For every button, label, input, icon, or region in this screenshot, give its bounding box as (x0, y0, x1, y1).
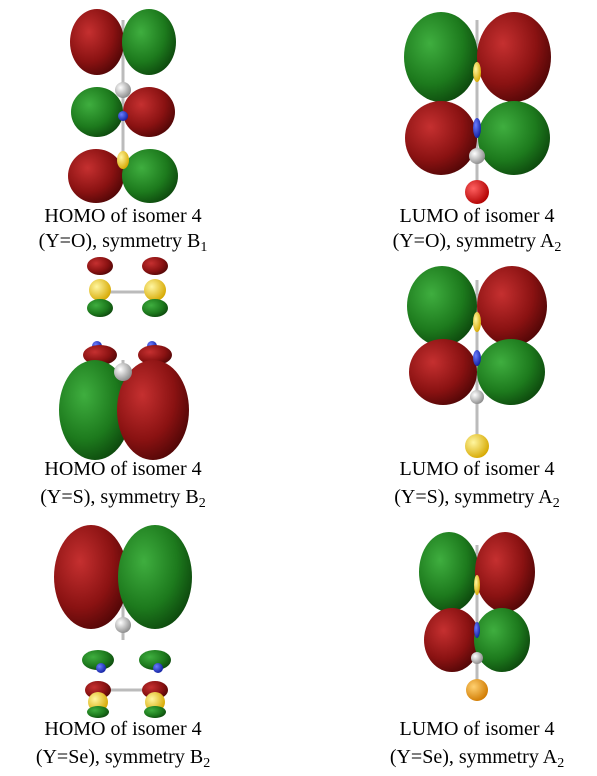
caption-subscript: 2 (554, 240, 561, 255)
caption-title: HOMO of isomer 4 (44, 718, 201, 740)
orbital-lobe (473, 118, 481, 138)
orbital-lobe (471, 652, 483, 664)
orbital-lobe (123, 87, 175, 137)
caption-subscript: 2 (553, 496, 560, 511)
orbital-lobe (142, 299, 168, 317)
caption-title: LUMO of isomer 4 (400, 718, 555, 740)
orbital-lobe (118, 525, 192, 629)
orbital-lobe (142, 257, 168, 275)
orbital-lobe (122, 9, 176, 75)
orbital-lobe (477, 339, 545, 405)
orbital-lobe (474, 622, 480, 638)
orbital-lobe (118, 111, 128, 121)
orbital-lobe (144, 706, 166, 718)
orbital-lobe (54, 525, 128, 629)
orbital-lobe (477, 266, 547, 346)
caption-detail: (Y=Se), symmetry A2 (390, 746, 564, 771)
orbital-lobe (122, 149, 178, 203)
orbital-lobe (114, 363, 132, 381)
orbital-lobe (87, 706, 109, 718)
orbital-lobe (474, 575, 480, 595)
caption-title: HOMO of isomer 4 (44, 458, 201, 480)
caption-subscript: 2 (557, 756, 564, 771)
orbital-lobe (469, 148, 485, 164)
orbital-lobe (407, 266, 477, 346)
orbital-lobe (470, 390, 484, 404)
orbital-lobe (465, 434, 489, 458)
orbital-lobe (465, 180, 489, 204)
orbital-lobe (153, 663, 163, 673)
caption-detail-text: (Y=O), symmetry B (39, 230, 201, 252)
caption-subscript: 1 (200, 240, 207, 255)
figure: HOMO of isomer 4 (Y=O), symmetry B1 LUMO o… (0, 0, 597, 776)
orbital-lobe (466, 679, 488, 701)
orbital-lobe (477, 12, 551, 102)
orbital-lobe (474, 608, 530, 672)
orbital-lobe (405, 101, 477, 175)
orbital-lobe (424, 608, 480, 672)
caption-detail: (Y=S), symmetry B2 (40, 486, 206, 511)
orbital-lobe (117, 151, 129, 169)
orbital-lobe (115, 82, 131, 98)
caption-detail-text: (Y=S), symmetry B (40, 486, 199, 508)
orbital-lobe (409, 339, 477, 405)
orbital-lobe (96, 663, 106, 673)
caption-detail: (Y=O), symmetry A2 (393, 230, 562, 255)
caption-detail: (Y=S), symmetry A2 (394, 486, 560, 511)
caption-detail-text: (Y=Se), symmetry A (390, 746, 558, 768)
caption-title: LUMO of isomer 4 (400, 458, 555, 480)
orbital-lobe (70, 9, 124, 75)
orbital-lobe (144, 279, 166, 301)
orbital-lobe (475, 532, 535, 612)
orbital-lobe (478, 101, 550, 175)
orbital-lobe (68, 149, 124, 203)
caption-title: HOMO of isomer 4 (44, 205, 201, 227)
orbital-lobe (473, 350, 481, 366)
orbital-lobe (404, 12, 478, 102)
orbital-art (54, 9, 551, 718)
caption-detail: (Y=O), symmetry B1 (39, 230, 208, 255)
orbital-lobe (473, 62, 481, 82)
orbital-lobe (87, 257, 113, 275)
orbital-lobe (419, 532, 479, 612)
caption-detail: (Y=Se), symmetry B2 (36, 746, 210, 771)
orbital-lobe (115, 617, 131, 633)
orbital-lobe (473, 312, 481, 332)
orbital-lobe (89, 279, 111, 301)
orbital-lobe (71, 87, 123, 137)
caption-detail-text: (Y=Se), symmetry B (36, 746, 203, 768)
caption-subscript: 2 (203, 756, 210, 771)
caption-subscript: 2 (199, 496, 206, 511)
caption-title: LUMO of isomer 4 (400, 205, 555, 227)
orbital-lobe (87, 299, 113, 317)
caption-detail-text: (Y=O), symmetry A (393, 230, 555, 252)
caption-detail-text: (Y=S), symmetry A (394, 486, 553, 508)
